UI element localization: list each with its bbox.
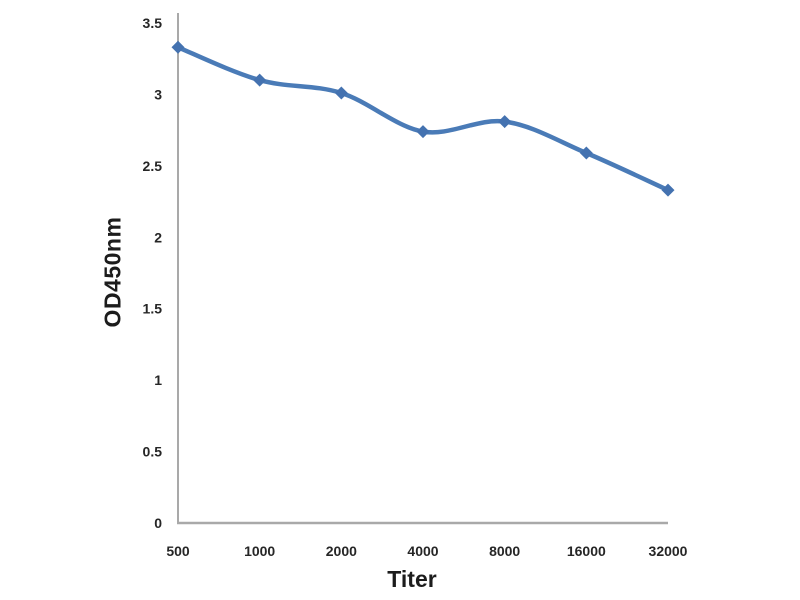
x-tick-label: 1000 bbox=[244, 543, 275, 559]
y-tick-label: 2 bbox=[154, 229, 162, 245]
x-tick-label: 32000 bbox=[649, 543, 688, 559]
y-tick-label: 1 bbox=[154, 372, 162, 388]
x-tick-label: 16000 bbox=[567, 543, 606, 559]
data-point-marker bbox=[253, 73, 267, 87]
data-point-marker bbox=[498, 115, 512, 129]
data-point-marker bbox=[334, 86, 348, 100]
series-line bbox=[175, 45, 671, 193]
x-tick-label: 4000 bbox=[407, 543, 438, 559]
x-tick-label: 2000 bbox=[326, 543, 357, 559]
y-tick-label: 0 bbox=[154, 515, 162, 531]
data-point-marker bbox=[416, 125, 430, 139]
y-tick-label: 3.5 bbox=[143, 15, 163, 31]
y-tick-label: 1.5 bbox=[143, 301, 163, 317]
y-tick-label: 0.5 bbox=[143, 444, 163, 460]
y-tick-label: 3 bbox=[154, 86, 162, 102]
x-axis-title: Titer bbox=[387, 566, 437, 592]
x-tick-label: 8000 bbox=[489, 543, 520, 559]
data-point-marker bbox=[579, 146, 593, 160]
data-point-marker bbox=[661, 183, 675, 197]
y-axis-title: OD450nm bbox=[99, 216, 126, 328]
x-tick-label: 500 bbox=[166, 543, 190, 559]
data-point-marker bbox=[171, 40, 185, 54]
y-tick-label: 2.5 bbox=[143, 158, 163, 174]
